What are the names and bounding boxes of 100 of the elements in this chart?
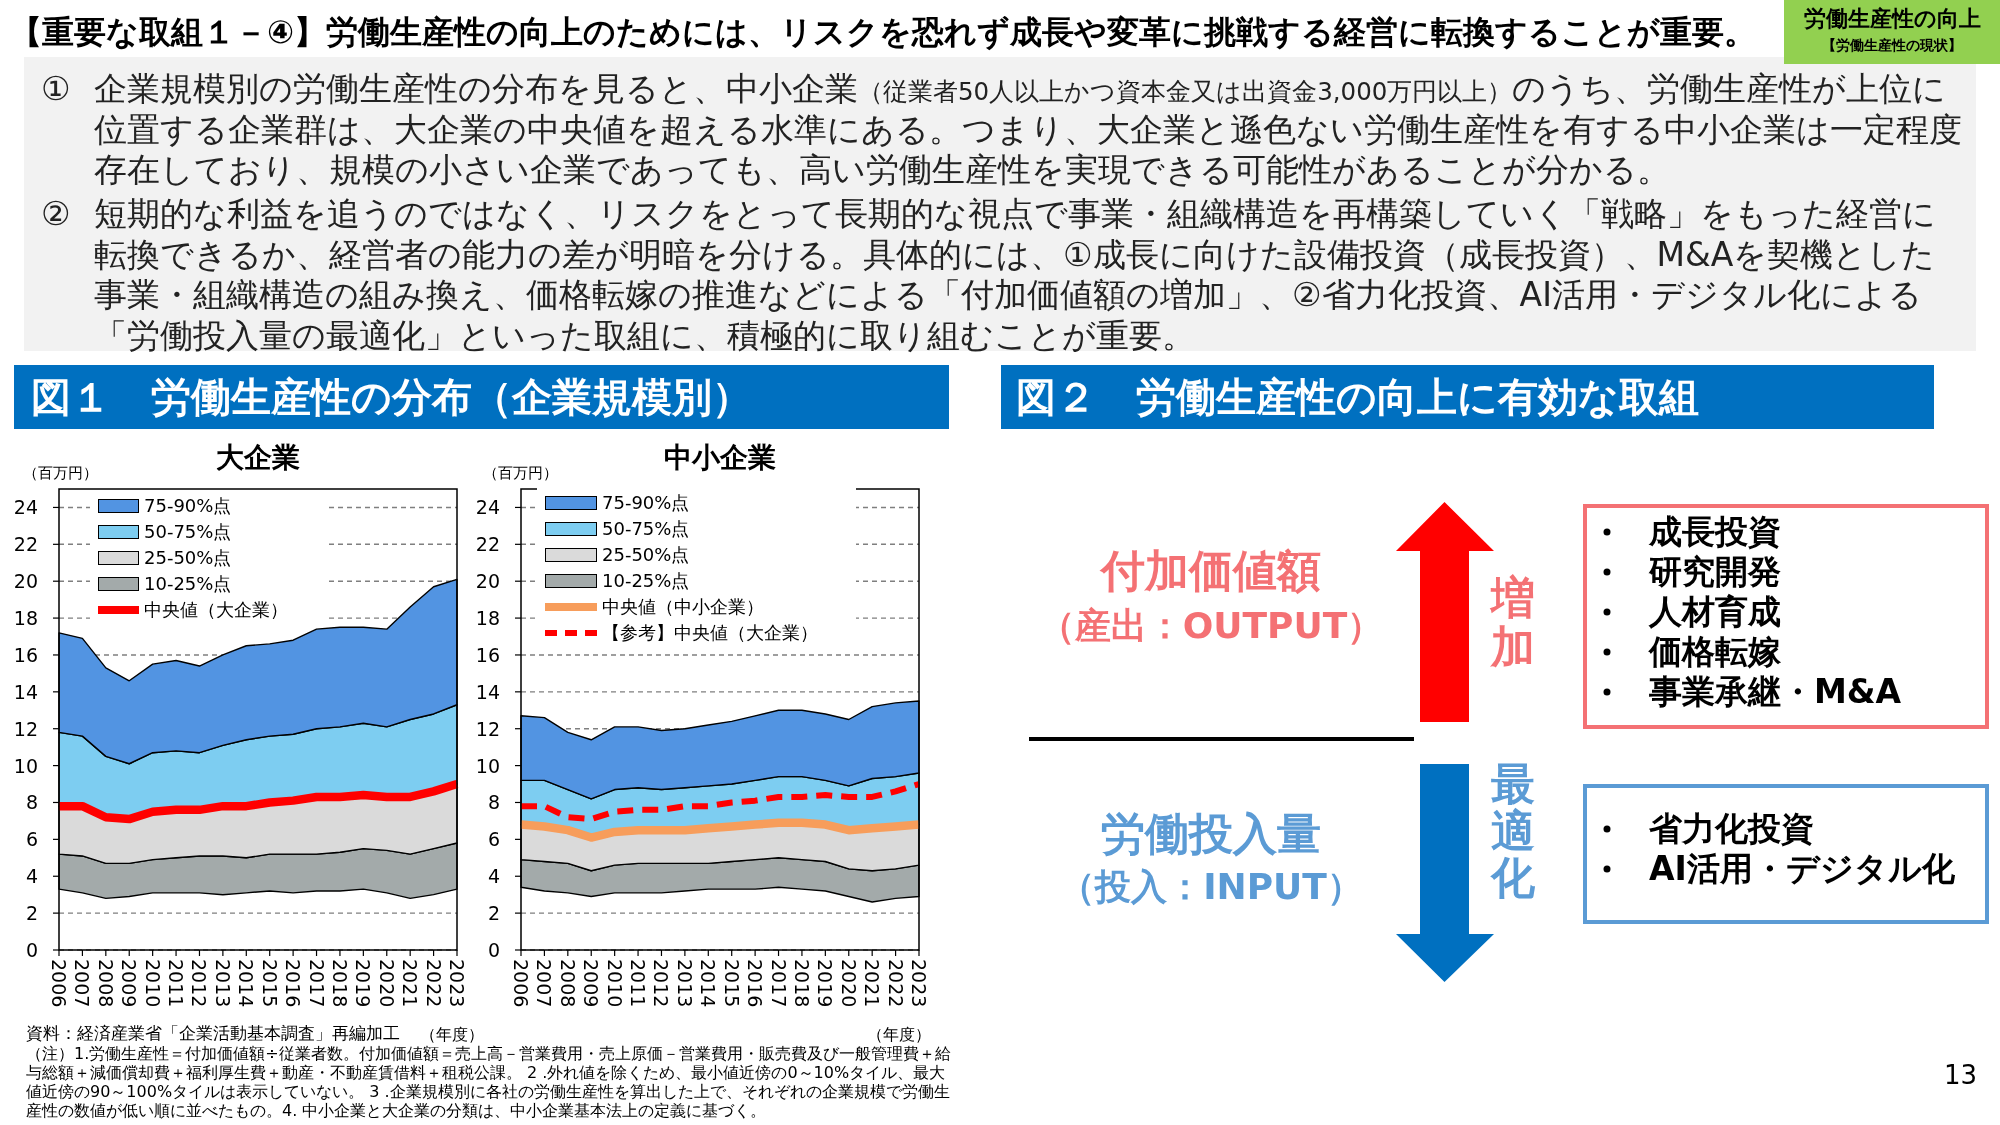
x-tick-label: 2012 [188,959,211,1008]
text: （従業者50人以上かつ資本金又は出資金3,000万円以上） [858,77,1513,106]
y-tick-label: 10 [13,754,38,777]
x-tick-label: 2010 [141,959,164,1008]
text: ① [41,69,71,110]
y-tick-label: 22 [13,533,38,556]
x-tick-label: 2016 [744,959,767,1008]
text: 【重要な取組１－④】労働生産性の向上のためには、リスクを恐れず成長や変革に挑戦する経営に転換することが重要。 [10,12,1757,52]
x-tick-label: 2019 [352,959,375,1008]
x-tick-label: 2013 [673,959,696,1008]
y-axis-title: （百万円） [23,464,98,482]
chart-title: 中小企業 [664,440,776,474]
caption: 図１ 労働生産性の分布（企業規模別） [31,373,752,422]
y-tick-label: 8 [487,791,500,814]
y-tick-label: 4 [487,865,500,888]
x-tick-label: 2022 [884,959,907,1008]
legend-label: 10-25%点 [602,570,690,592]
y-tick-label: 20 [13,570,38,593]
y-tick-label: 6 [487,828,500,851]
legend-label: 25-50%点 [602,544,690,566]
y-tick-label: 20 [475,570,500,593]
text: 【労働生産性の現状】 [1821,36,1963,54]
text: 省力化投資 [1649,809,1814,849]
text: 増加 [1490,571,1536,672]
y-tick-label: 14 [13,680,38,703]
text: 研究開発 [1649,552,1781,592]
text: 最適化 [1490,757,1536,903]
legend-label: 75-90%点 [602,492,690,514]
y-tick-label: 22 [475,533,500,556]
text: ② [41,194,71,235]
x-tick-label: 2006 [48,959,70,1008]
text: 付加価値額 [1101,544,1321,598]
legend-label: 25-50%点 [144,547,232,569]
x-tick-label: 2011 [627,959,650,1008]
y-tick-label: 16 [475,643,500,666]
text: のうち、労働生産性が上位に [1512,69,1947,108]
x-tick-label: 2011 [165,959,188,1008]
legend-label: 中央値（中小企業） [602,596,764,618]
y-tick-label: 14 [475,680,500,703]
y-tick-label: 4 [25,865,38,888]
x-tick-label: 2014 [697,959,720,1008]
y-tick-label: 18 [475,607,500,630]
text: 労働生産性の向上 [1802,5,1982,33]
text: （産出：OUTPUT） [1038,604,1384,648]
x-tick-label: 2022 [422,959,445,1008]
y-axis-title: （百万円） [483,464,558,482]
y-tick-label: 16 [13,643,38,666]
x-axis-title: （年度） [867,1024,931,1044]
x-tick-label: 2017 [767,959,790,1008]
x-tick-label: 2019 [814,959,837,1008]
x-tick-label: 2023 [446,959,468,1008]
y-tick-label: 12 [475,717,500,740]
x-tick-label: 2020 [837,959,860,1008]
y-tick-label: 0 [25,939,38,961]
text: 短期的な利益を追うのではなく、リスクをとって長期的な視点で事業・組織構造を再構築していく「戦略」をもった経営に転換できるか、経営者の能力の差が明暗を分ける。具体的には、①成長に向けた設備投資（成長投資）、M&Aを契機とした事業・組織構造の組み換え、価格転嫁の推進などによる「付加価値額の増加」、②省力化投資、AI活用・デジタル化による「労働投入量の最適化」といった取組に、積極的に取り組むことが重要。 [94,194,1937,356]
x-tick-label: 2009 [580,959,603,1008]
text: 企業規模別の労働生産性の分布を見ると、中小企業 [94,69,858,108]
text: （注）1.労働生産性＝付加価値額÷従業者数。付加価値額＝売上高－営業費用・売上原価－営業費用・販売費及び一般管理費＋給与総額＋減価償却費＋福利厚生費＋動産・不動産賃借料＋租税公課。 2 .外れ値を除くため、最小値近傍の0～10%タイル、最大値近傍の90～100%タイルは表示していない。 3 .企業規模別に各社の労働生産性を算出した上で、それぞれの企業規模で労働生産性の数値が低い順に並べたもの。4. 中小企業と大企業の分類は、中小企業基本法上の定義に基づく。 [26,1044,952,1120]
y-tick-label: 2 [25,902,38,925]
text: 価格転嫁 [1649,632,1781,672]
x-tick-label: 2015 [258,959,281,1008]
legend-label: 10-25%点 [144,573,232,595]
x-axis-title: （年度） [420,1024,484,1044]
legend-label: 【参考】中央値（大企業） [602,622,818,644]
chart-title: 大企業 [216,440,300,474]
text: 人材育成 [1649,592,1781,632]
text: 図２ 労働生産性の向上に有効な取組 [1016,373,1699,422]
text: 13 [1944,1060,1978,1090]
x-tick-label: 2010 [603,959,626,1008]
y-tick-label: 12 [13,717,38,740]
x-tick-label: 2007 [71,959,94,1008]
x-tick-label: 2012 [650,959,673,1008]
y-tick-label: 18 [13,607,38,630]
y-tick-label: 2 [487,902,500,925]
x-tick-label: 2020 [375,959,398,1008]
legend-label: 75-90%点 [144,495,232,517]
text: 事業承継・M&A [1649,672,1902,712]
x-tick-label: 2009 [118,959,141,1008]
y-tick-label: 0 [487,939,500,961]
x-tick-label: 2021 [399,959,422,1008]
text: 資料：経済産業省「企業活動基本調査」再編加工 [26,1024,400,1044]
x-tick-label: 2013 [211,959,234,1008]
text: AI活用・デジタル化 [1649,849,1955,889]
x-tick-label: 2018 [328,959,351,1008]
x-tick-label: 2023 [908,959,930,1008]
x-tick-label: 2021 [861,959,884,1008]
y-tick-label: 8 [25,791,38,814]
y-tick-label: 24 [13,496,38,519]
y-tick-label: 10 [475,754,500,777]
legend-label: 中央値（大企業） [144,599,288,621]
y-tick-label: 6 [25,828,38,851]
text: 成長投資 [1649,512,1781,552]
x-tick-label: 2018 [790,959,813,1008]
x-tick-label: 2016 [282,959,305,1008]
legend-label: 50-75%点 [602,518,690,540]
x-tick-label: 2006 [510,959,532,1008]
x-tick-label: 2015 [720,959,743,1008]
text: （投入：INPUT） [1059,865,1363,909]
y-tick-label: 24 [475,496,500,519]
legend-label: 50-75%点 [144,521,232,543]
